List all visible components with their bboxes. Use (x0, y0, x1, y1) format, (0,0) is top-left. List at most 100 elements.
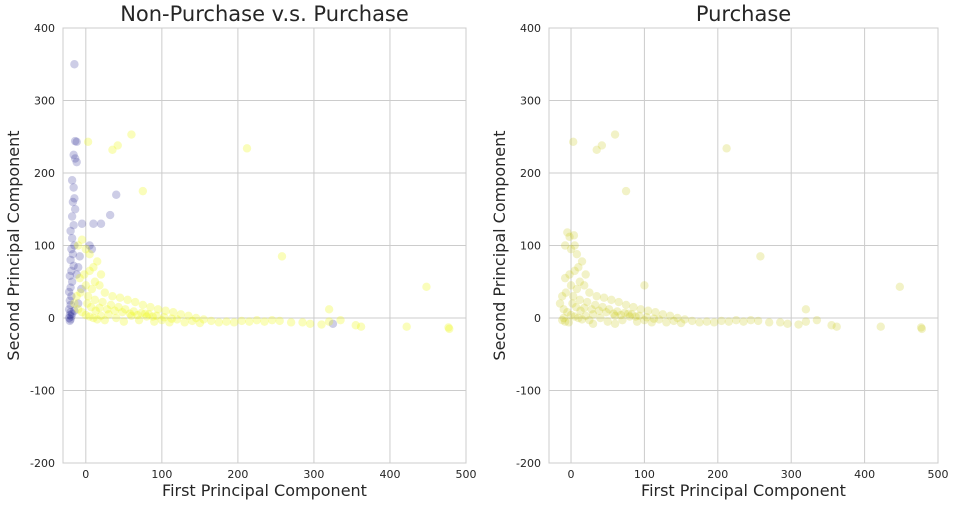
data-point (134, 315, 144, 325)
data-point (146, 302, 155, 312)
data-point (827, 321, 836, 330)
data-point (658, 310, 667, 319)
x-tick-label: 0 (82, 468, 89, 481)
data-point (609, 309, 618, 318)
data-point (616, 310, 626, 320)
data-point (631, 312, 640, 321)
data-point (275, 316, 284, 326)
data-point (72, 292, 81, 301)
data-point (87, 284, 97, 294)
data-point (317, 320, 326, 329)
data-point (687, 316, 697, 326)
data-point (89, 219, 98, 228)
y-tick-label: -200 (30, 457, 55, 470)
data-point (625, 312, 634, 321)
data-point (632, 317, 642, 326)
data-point (152, 311, 161, 321)
data-point (89, 263, 98, 272)
chart-title: Non-Purchase v.s. Purchase (120, 2, 409, 26)
data-point (69, 183, 78, 192)
data-point (66, 308, 75, 317)
data-point (157, 315, 167, 325)
data-point (67, 212, 77, 221)
data-point (572, 250, 582, 259)
data-point (588, 310, 598, 319)
data-point (651, 308, 660, 317)
data-point (65, 296, 75, 305)
data-point (566, 310, 576, 320)
data-point (67, 234, 77, 243)
data-point (602, 308, 611, 317)
data-point (184, 311, 193, 321)
x-tick-label: 500 (928, 468, 949, 481)
data-point (199, 315, 208, 324)
data-point (444, 323, 453, 332)
data-point (566, 244, 576, 254)
data-point (563, 228, 572, 237)
data-point (402, 322, 411, 331)
data-point (66, 255, 75, 265)
data-point (575, 277, 585, 286)
data-point (665, 311, 675, 321)
x-tick-label: 100 (151, 468, 172, 481)
x-tick-label: 500 (456, 468, 477, 481)
data-point (169, 308, 178, 317)
right-scatter-panel: 0 100 200 300 400 500 -200 -100 0 100 200 300 400 Pur… (490, 2, 949, 500)
data-point (832, 322, 841, 331)
data-point (75, 252, 84, 261)
data-point (159, 313, 169, 322)
data-point (96, 270, 106, 279)
data-point (83, 299, 92, 308)
data-point (764, 318, 774, 327)
data-point (70, 205, 80, 214)
data-point (559, 313, 568, 323)
data-point (133, 310, 142, 320)
data-point (702, 317, 712, 326)
data-point (585, 288, 594, 297)
data-point (140, 309, 150, 318)
data-point (895, 282, 905, 292)
data-point (277, 252, 287, 261)
data-point (65, 310, 75, 320)
data-point (137, 308, 146, 318)
data-point (67, 266, 76, 276)
data-point (93, 257, 102, 266)
data-point (604, 305, 614, 314)
data-point (96, 219, 106, 228)
data-point (563, 308, 572, 317)
data-point (627, 310, 637, 319)
data-point (591, 300, 600, 310)
data-point (610, 319, 620, 328)
data-point (69, 150, 78, 160)
data-point (560, 273, 570, 283)
data-point (624, 309, 633, 318)
y-tick-label: 100 (520, 240, 541, 253)
data-point (568, 299, 577, 308)
data-point (570, 241, 579, 250)
data-point (812, 315, 822, 325)
data-point (69, 221, 78, 230)
data-point (64, 313, 74, 323)
data-point (222, 317, 231, 326)
data-point (70, 194, 79, 203)
data-point (260, 317, 269, 326)
data-point (717, 316, 726, 326)
data-point (83, 292, 93, 301)
data-point (575, 295, 585, 305)
data-point (676, 318, 686, 328)
data-point (67, 292, 76, 301)
data-point (351, 321, 360, 330)
data-point (100, 288, 110, 297)
data-point (86, 302, 96, 312)
data-point (581, 270, 590, 279)
data-point (129, 307, 138, 316)
data-point (66, 226, 75, 236)
data-point (110, 306, 119, 315)
data-point (114, 302, 123, 312)
data-point (66, 315, 75, 324)
data-point (613, 307, 622, 316)
data-point (95, 281, 104, 290)
data-point (640, 281, 649, 290)
data-point (731, 315, 741, 325)
